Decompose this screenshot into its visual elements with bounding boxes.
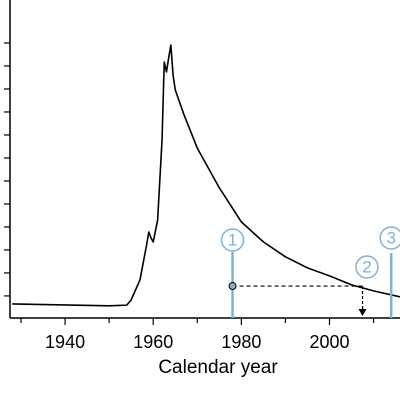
- reference-arrow: [358, 309, 367, 316]
- annotation-label: 2: [362, 257, 371, 276]
- reference-point: [228, 282, 237, 291]
- annotation-label: 1: [228, 230, 237, 249]
- x-tick-label: 1960: [133, 332, 173, 352]
- annotation-circle: [220, 228, 245, 252]
- x-axis-label: Calendar year: [158, 357, 278, 378]
- x-tick-label: 1940: [45, 332, 85, 352]
- annotation-circle: [379, 226, 400, 250]
- annotation-circle: [355, 255, 379, 279]
- line: [12, 44, 400, 307]
- x-tick-label: 1980: [221, 332, 261, 352]
- x-tick-label: 2000: [309, 332, 349, 352]
- annotation-label: 3: [386, 228, 395, 247]
